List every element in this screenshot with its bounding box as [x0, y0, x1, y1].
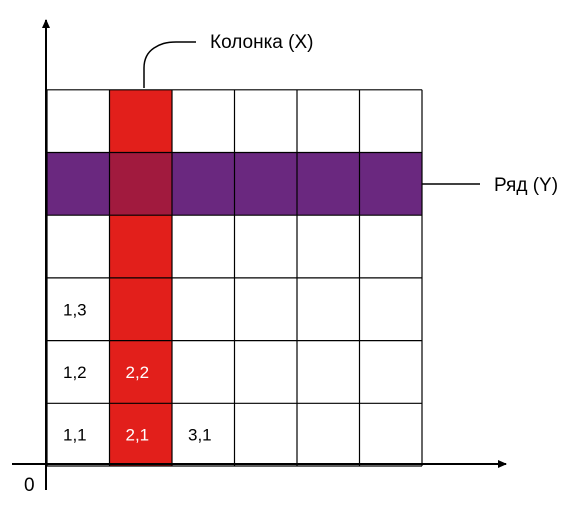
cell-labels: 1,1 2,1 3,1 1,2 2,2 1,3 — [63, 300, 212, 444]
cell-coordinate-label: 1,1 — [63, 426, 87, 445]
cell-coordinate-label: 1,3 — [63, 300, 87, 319]
column-callout-line — [143, 41, 196, 88]
cell-coordinate-label: 3,1 — [188, 426, 212, 445]
column-label: Колонка (X) — [210, 32, 313, 53]
highlight-intersection-cell — [109, 152, 172, 216]
origin-label: 0 — [24, 475, 35, 496]
cell-coordinate-label: 2,2 — [126, 363, 150, 382]
cell-coordinate-label: 1,2 — [63, 363, 87, 382]
grid-lines — [46, 89, 423, 467]
row-label: Ряд (Y) — [494, 175, 558, 196]
cell-coordinate-label: 2,1 — [126, 426, 150, 445]
